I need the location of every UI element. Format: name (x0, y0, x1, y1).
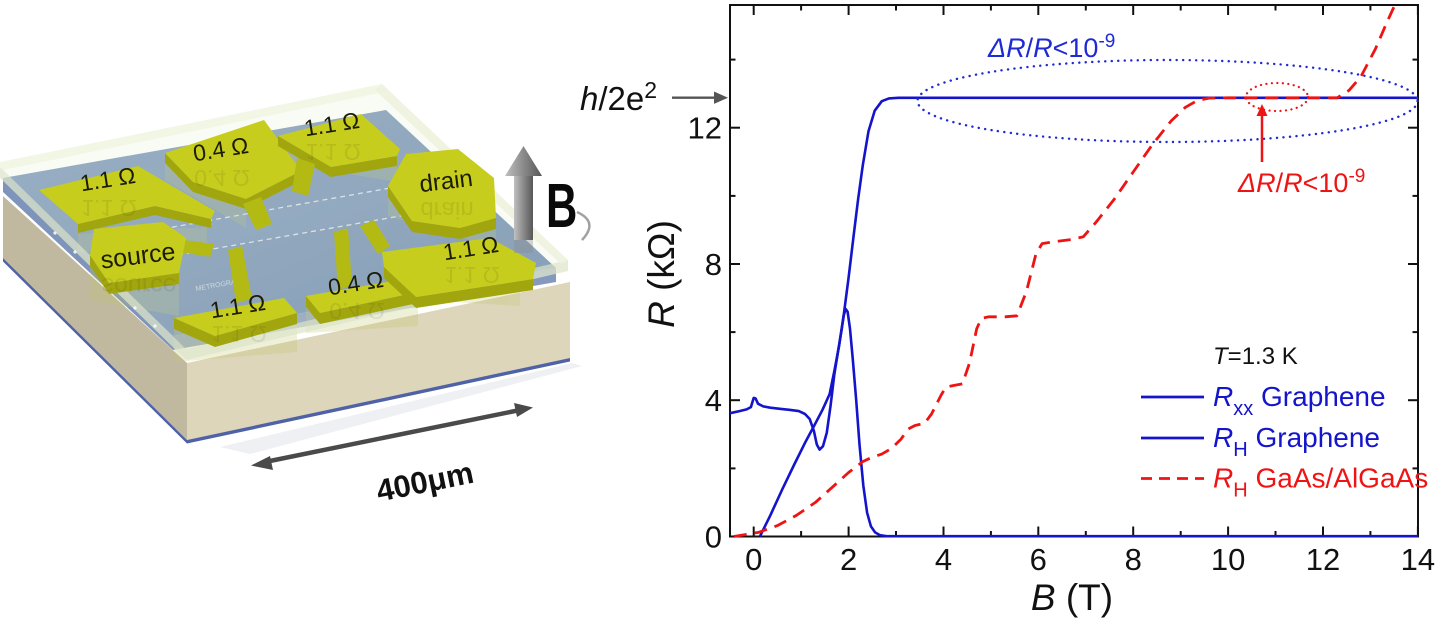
svg-text:400μm: 400μm (373, 455, 476, 509)
svg-text:2: 2 (840, 542, 857, 577)
svg-text:1.1 Ω: 1.1 Ω (81, 195, 137, 221)
svg-text:14: 14 (1401, 542, 1435, 577)
svg-text:1.1 Ω: 1.1 Ω (305, 139, 361, 165)
svg-text:0.4 Ω: 0.4 Ω (194, 165, 250, 191)
svg-text:source: source (101, 272, 176, 300)
svg-text:0.4 Ω: 0.4 Ω (329, 298, 385, 324)
svg-text:12: 12 (1306, 542, 1340, 577)
svg-text:T=1.3 K: T=1.3 K (1213, 343, 1298, 370)
svg-text:0: 0 (745, 542, 762, 577)
svg-text:ΔR/R<10-9: ΔR/R<10-9 (987, 31, 1115, 63)
svg-text:drain: drain (418, 165, 474, 198)
svg-text:B: B (546, 173, 577, 241)
svg-text:8: 8 (705, 247, 722, 282)
svg-text:0: 0 (705, 520, 722, 555)
svg-text:RH Graphene: RH Graphene (1213, 422, 1380, 461)
svg-text:ΔR/R<10-9: ΔR/R<10-9 (1237, 166, 1365, 198)
svg-text:8: 8 (1125, 542, 1142, 577)
svg-text:h/2e2: h/2e2 (580, 77, 657, 117)
svg-text:R (kΩ): R (kΩ) (641, 220, 682, 328)
svg-text:6: 6 (1030, 542, 1047, 577)
svg-text:12: 12 (688, 111, 722, 146)
svg-text:RH GaAs/AlGaAs: RH GaAs/AlGaAs (1213, 463, 1428, 502)
svg-text:4: 4 (935, 542, 952, 577)
svg-text:1.1 Ω: 1.1 Ω (211, 321, 267, 347)
svg-text:4: 4 (705, 383, 722, 418)
svg-text:drain: drain (420, 196, 473, 223)
svg-text:Rxx Graphene: Rxx Graphene (1213, 381, 1386, 420)
svg-text:B (T): B (T) (1031, 577, 1113, 618)
svg-text:10: 10 (1211, 542, 1245, 577)
svg-text:1.1 Ω: 1.1 Ω (444, 262, 500, 288)
